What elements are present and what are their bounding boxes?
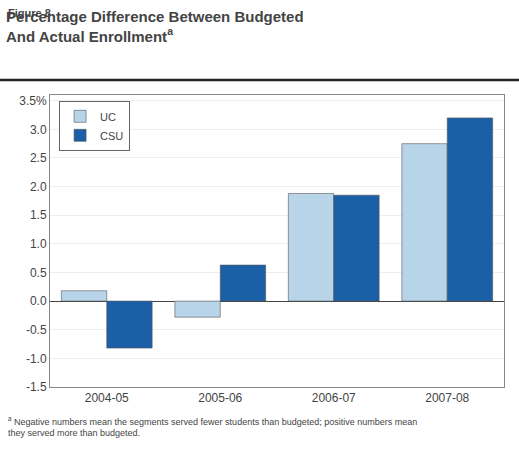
svg-text:UC: UC: [100, 111, 116, 123]
svg-text:1.5: 1.5: [30, 208, 47, 222]
svg-text:CSU: CSU: [100, 130, 123, 142]
svg-text:3.0: 3.0: [30, 123, 47, 137]
svg-text:​a​ Negative numbers mean the: ​a​ Negative numbers mean the segments s…: [8, 415, 417, 438]
svg-text:2005-06: 2005-06: [198, 391, 242, 405]
svg-text:2.0: 2.0: [30, 180, 47, 194]
svg-text:-1.0: -1.0: [26, 352, 47, 366]
svg-text:0.5: 0.5: [30, 266, 47, 280]
svg-text:Figure 8: Figure 8: [8, 7, 51, 19]
svg-text:-1.5: -1.5: [26, 380, 47, 394]
svg-text:-0.5: -0.5: [26, 323, 47, 337]
svg-text:2004-05: 2004-05: [85, 391, 129, 405]
svg-text:3.5%: 3.5%: [19, 94, 47, 108]
svg-text:2.5: 2.5: [30, 151, 47, 165]
svg-text:2007-08: 2007-08: [425, 391, 469, 405]
svg-text:0.0: 0.0: [30, 294, 47, 308]
svg-text:1.0: 1.0: [30, 237, 47, 251]
svg-text:Percentage Difference Between: Percentage Difference Between BudgetedAn…: [6, 8, 304, 45]
svg-text:2006-07: 2006-07: [312, 391, 356, 405]
